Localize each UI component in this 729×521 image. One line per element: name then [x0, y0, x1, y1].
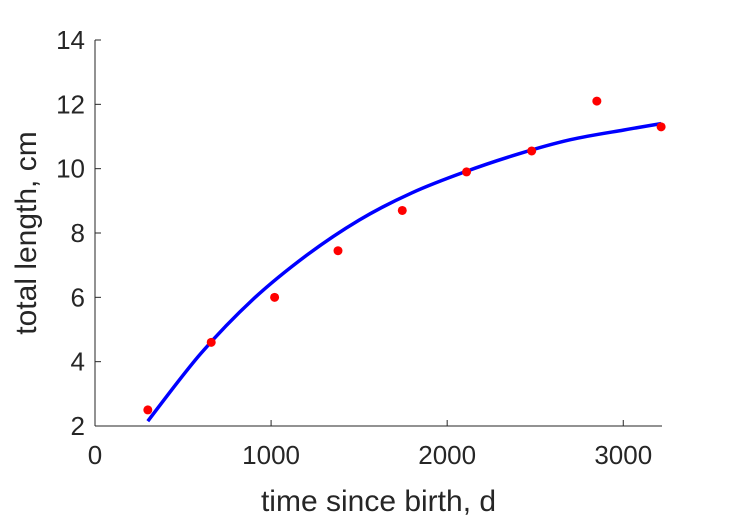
- axes: 0 1000 2000 3000 2 4 6 8 10 12 14: [56, 25, 662, 470]
- y-tick-label: 4: [71, 347, 85, 377]
- plot-area: [143, 96, 666, 423]
- data-point: [333, 246, 343, 256]
- y-axis-label: total length, cm: [10, 131, 43, 334]
- data-point: [527, 146, 537, 156]
- x-tick-label: 3000: [594, 440, 652, 470]
- x-axis-label: time since birth, d: [261, 485, 496, 518]
- y-tick-label: 8: [71, 218, 85, 248]
- x-tick-label: 1000: [242, 440, 300, 470]
- y-tick-label: 10: [56, 154, 85, 184]
- data-point: [206, 337, 216, 347]
- data-point: [143, 405, 153, 415]
- fit-curve: [146, 121, 662, 423]
- y-tick-label: 2: [71, 411, 85, 441]
- data-point: [592, 96, 602, 106]
- data-point: [397, 205, 407, 215]
- y-tick-label: 12: [56, 89, 85, 119]
- y-tick-label: 14: [56, 25, 85, 55]
- y-tick-label: 6: [71, 282, 85, 312]
- x-tick-label: 0: [88, 440, 102, 470]
- data-point: [270, 292, 280, 302]
- data-point: [656, 122, 666, 132]
- data-point: [462, 167, 472, 177]
- x-tick-label: 2000: [418, 440, 476, 470]
